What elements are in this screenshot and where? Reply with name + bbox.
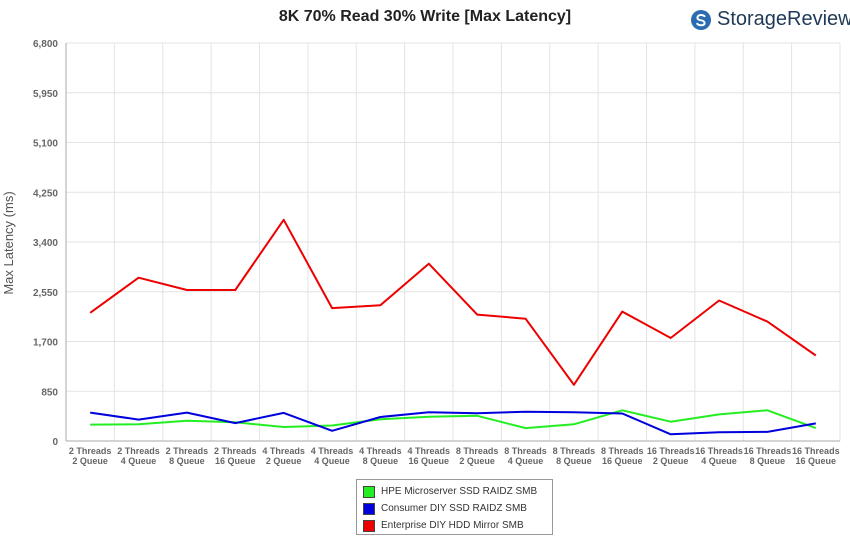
legend-label-consumer: Consumer DIY SSD RAIDZ SMB <box>381 503 527 514</box>
y-tick-label: 850 <box>41 387 58 398</box>
x-tick-label: 8 Threads 2 Queue <box>456 446 499 466</box>
legend-item: Consumer DIY SSD RAIDZ SMB <box>363 500 546 517</box>
x-tick-label: 4 Threads 4 Queue <box>311 446 354 466</box>
y-tick-labels: 0 850 1,700 2,550 3,400 4,250 5,100 5,950 6,800 <box>33 39 58 448</box>
legend-swatch-hpe <box>363 485 375 498</box>
y-tick-label: 5,950 <box>33 89 58 100</box>
legend: HPE Microserver SSD RAIDZ SMB Consumer D… <box>356 479 553 535</box>
y-tick-label: 4,250 <box>33 188 58 199</box>
y-tick-label: 0 <box>52 437 58 448</box>
axes <box>65 43 840 442</box>
x-tick-label: 2 Threads 2 Queue <box>69 446 112 466</box>
legend-label-hpe: HPE Microserver SSD RAIDZ SMB <box>381 486 538 497</box>
legend-swatch-enterprise <box>363 519 375 532</box>
storagereview-logo: StorageReview <box>690 8 850 31</box>
y-tick-label: 5,100 <box>33 139 58 150</box>
storagereview-logo-icon <box>691 9 711 30</box>
x-tick-label: 16 Threads 16 Queue <box>792 446 840 466</box>
y-axis-label: Max Latency (ms) <box>1 191 16 294</box>
y-tick-label: 6,800 <box>33 39 58 50</box>
legend-swatch-consumer <box>363 502 375 515</box>
x-tick-label: 16 Threads 8 Queue <box>744 446 792 466</box>
x-tick-label: 2 Threads 4 Queue <box>117 446 160 466</box>
x-tick-label: 16 Threads 4 Queue <box>695 446 743 466</box>
x-tick-label: 8 Threads 16 Queue <box>601 446 644 466</box>
x-tick-label: 8 Threads 8 Queue <box>553 446 596 466</box>
series-line-0 <box>90 409 817 430</box>
series-line-1 <box>90 410 816 436</box>
y-tick-label: 3,400 <box>33 238 58 249</box>
series-lines <box>89 218 817 436</box>
logo-text: StorageReview <box>717 8 850 30</box>
series-line-2 <box>89 218 817 386</box>
x-tick-label: 8 Threads 4 Queue <box>504 446 547 466</box>
x-tick-label: 2 Threads 8 Queue <box>166 446 209 466</box>
legend-label-enterprise: Enterprise DIY HDD Mirror SMB <box>381 520 524 531</box>
grid-lines <box>65 42 841 442</box>
chart-title: 8K 70% Read 30% Write [Max Latency] <box>278 8 572 25</box>
legend-item: Enterprise DIY HDD Mirror SMB <box>363 517 546 534</box>
x-tick-label: 16 Threads 2 Queue <box>647 446 695 466</box>
x-tick-label: 2 Threads 16 Queue <box>214 446 257 466</box>
legend-item: HPE Microserver SSD RAIDZ SMB <box>363 483 546 500</box>
y-tick-label: 2,550 <box>33 288 58 299</box>
y-tick-label: 1,700 <box>33 338 58 349</box>
x-tick-label: 4 Threads 2 Queue <box>262 446 305 466</box>
x-tick-label: 4 Threads 16 Queue <box>408 446 451 466</box>
x-tick-label: 4 Threads 8 Queue <box>359 446 402 466</box>
